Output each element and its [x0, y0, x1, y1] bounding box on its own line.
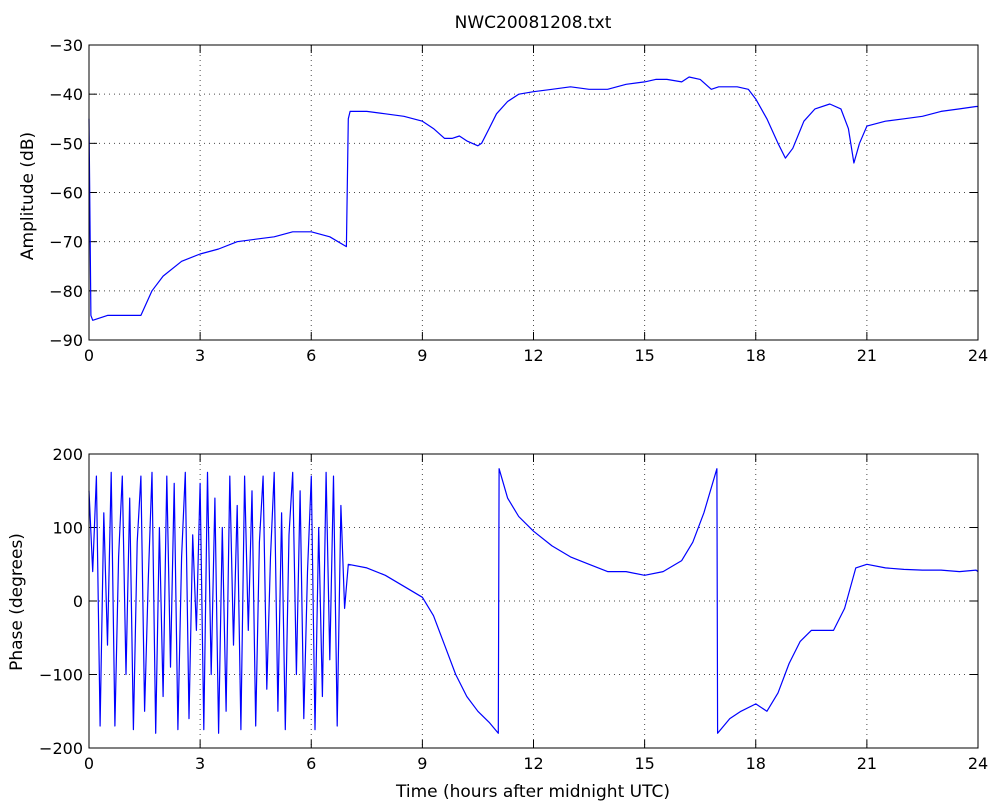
- amplitude-series-line: [88, 76, 978, 321]
- phase-x-tick-label: 24: [968, 754, 988, 773]
- phase-y-tick-label: −200: [39, 739, 83, 758]
- phase-x-tick-label: 21: [857, 754, 877, 773]
- phase-y-tick-label: −100: [39, 666, 83, 685]
- phase-x-tick-label: 12: [523, 754, 543, 773]
- amplitude-axes-box: [88, 44, 979, 341]
- amplitude-y-tick-label: −40: [49, 85, 83, 104]
- amplitude-y-tick-label: −50: [49, 134, 83, 153]
- phase-x-tick-label: 15: [634, 754, 654, 773]
- chart-title: NWC20081208.txt: [455, 13, 612, 33]
- amplitude-x-tick-label: 3: [195, 346, 205, 365]
- amplitude-x-tick-label: 12: [523, 346, 543, 365]
- phase-x-tick-label: 6: [306, 754, 316, 773]
- amplitude-y-axis-label: Amplitude (dB): [18, 132, 38, 260]
- phase-plot-panel: 0 3 6 9 12 15 18 21 24 200 100 0 −100 −200: [39, 445, 988, 773]
- phase-y-tick-label: 200: [52, 445, 83, 464]
- time-x-axis-label: Time (hours after midnight UTC): [395, 782, 670, 802]
- amplitude-y-tick-label: −70: [49, 233, 83, 252]
- amplitude-x-tick-label: 6: [306, 346, 316, 365]
- amplitude-y-tick-label: −90: [49, 331, 83, 350]
- phase-y-tick-label: 100: [52, 519, 83, 538]
- phase-series-line: [88, 468, 979, 734]
- amplitude-plot-panel: 0 3 6 9 12 15 18 21 24 −30 −40 −50 −60 −70 −80 −90: [49, 36, 988, 365]
- amplitude-x-tick-label: 21: [857, 346, 877, 365]
- amplitude-y-tick-label: −60: [49, 184, 83, 203]
- amplitude-x-tick-label: 24: [968, 346, 988, 365]
- phase-x-tick-label: 3: [195, 754, 205, 773]
- phase-x-tick-label: 0: [84, 754, 94, 773]
- amplitude-x-tick-label: 18: [746, 346, 766, 365]
- amplitude-x-tick-label: 15: [634, 346, 654, 365]
- amplitude-x-tick-label: 0: [84, 346, 94, 365]
- phase-x-tick-label: 9: [417, 754, 427, 773]
- phase-y-axis-label: Phase (degrees): [7, 533, 27, 671]
- amplitude-y-tick-label: −30: [49, 36, 83, 55]
- phase-y-tick-label: 0: [73, 592, 83, 611]
- phase-x-tick-label: 18: [746, 754, 766, 773]
- phase-axes-box: [88, 453, 979, 749]
- amplitude-y-tick-label: −80: [49, 282, 83, 301]
- amplitude-x-tick-label: 9: [417, 346, 427, 365]
